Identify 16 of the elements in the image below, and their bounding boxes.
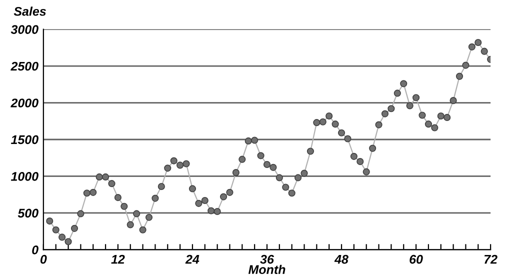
- y-tick-label: 0: [32, 246, 38, 254]
- x-tick-label: 12: [111, 254, 125, 264]
- y-tick-label: 1500: [10, 135, 38, 144]
- y-tick-label: 500: [18, 208, 38, 218]
- y-tick-label: 2500: [10, 62, 38, 71]
- y-tick-label: 3000: [10, 25, 38, 34]
- x-axis-title: Month: [248, 264, 286, 274]
- y-axis-title: Sales: [14, 6, 46, 16]
- x-tick-label: 60: [410, 254, 423, 264]
- y-tick-label: 1000: [10, 172, 38, 181]
- y-tick-label: 2000: [10, 98, 38, 108]
- x-tick-label: 72: [484, 254, 498, 264]
- x-tick-label: 0: [40, 254, 47, 264]
- x-tick-label: 24: [185, 254, 200, 264]
- x-tick-label: 36: [260, 254, 274, 264]
- x-tick-label: 48: [334, 254, 348, 264]
